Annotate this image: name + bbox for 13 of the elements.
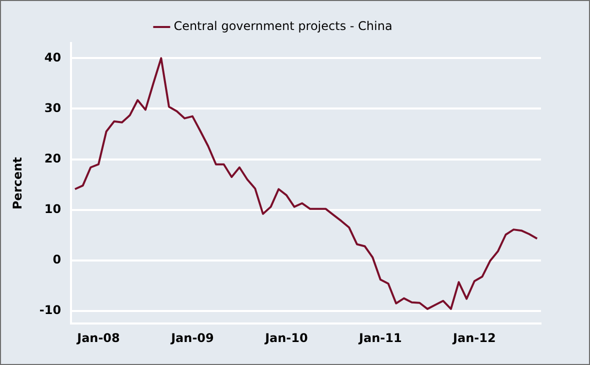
y-tick-label: 0 <box>52 252 62 267</box>
y-tick-label: 10 <box>44 202 62 216</box>
y-tick-label: 20 <box>44 151 62 166</box>
y-tick-label: 30 <box>44 100 62 115</box>
x-tick-label: Jan-12 <box>452 330 496 345</box>
x-tick-label: Jan-11 <box>358 330 402 345</box>
x-tick-label: Jan-08 <box>76 330 120 345</box>
x-tick-label: Jan-09 <box>170 330 214 345</box>
legend-label: Central government projects - China <box>174 19 392 34</box>
y-tick-label: -10 <box>39 303 62 318</box>
y-tick-label: 40 <box>44 50 62 64</box>
x-tick-label: Jan-10 <box>264 330 308 345</box>
y-axis-title: Percent <box>10 156 24 210</box>
